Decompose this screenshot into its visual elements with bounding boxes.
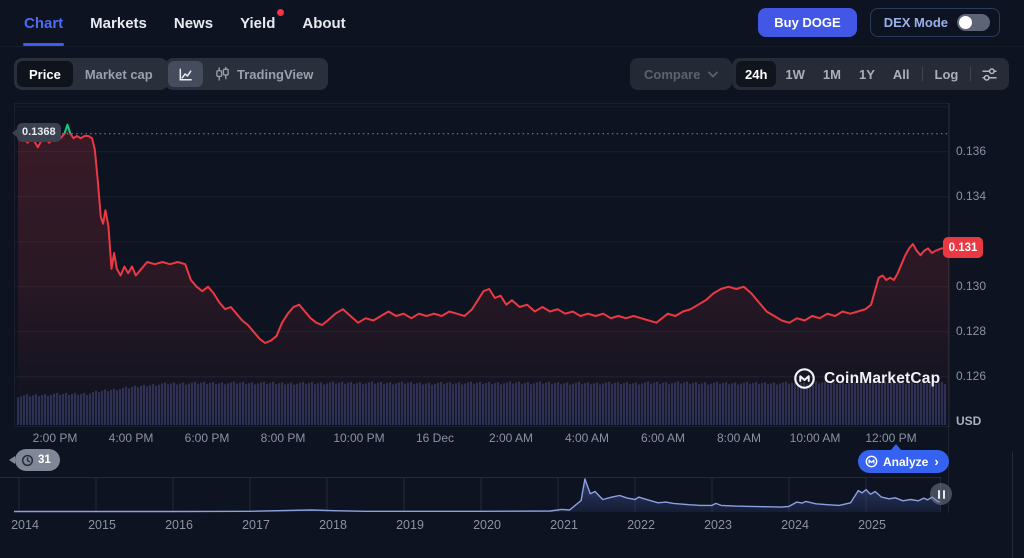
tab-yield[interactable]: Yield: [240, 0, 285, 46]
x-axis-label: 2:00 AM: [488, 431, 534, 445]
price-line-down: [17, 133, 949, 344]
x-axis-label: 4:00 AM: [564, 431, 610, 445]
range-24h[interactable]: 24h: [736, 61, 777, 87]
compare-button[interactable]: Compare: [630, 58, 733, 90]
chevron-right-icon: ›: [934, 454, 939, 469]
x-axis-label: 10:00 AM: [789, 431, 841, 445]
y-axis-label: 0.134: [956, 188, 987, 203]
chart-settings-button[interactable]: [974, 61, 1005, 87]
metric-segmented-control: Price Market cap: [14, 58, 168, 90]
price-area-fill: [18, 124, 949, 425]
line-chart-mode-button[interactable]: [168, 61, 203, 87]
tab-about-label: About: [302, 14, 346, 32]
separator: [970, 67, 972, 81]
axis-border: [948, 103, 949, 513]
timeline-year-label: 2022: [627, 518, 655, 532]
x-axis-label: 4:00 PM: [108, 431, 154, 445]
toggle-knob: [959, 16, 972, 29]
sliders-icon: [982, 67, 997, 81]
tab-about[interactable]: About: [302, 0, 345, 46]
timeline-year-label: 2021: [550, 518, 578, 532]
analyze-label: Analyze: [883, 454, 929, 469]
dex-mode-toggle[interactable]: [957, 14, 990, 31]
timeline-year-label: 2017: [242, 518, 270, 532]
chart-type-segmented-control: TradingView: [165, 58, 329, 90]
current-price-badge: 0.131: [943, 237, 983, 258]
nav-tabs: Chart Markets News Yield About: [22, 0, 346, 46]
timeline-year-label: 2025: [858, 518, 886, 532]
x-axis-label: 6:00 PM: [184, 431, 230, 445]
x-axis-label: 12:00 PM: [865, 431, 917, 445]
tab-chart-label: Chart: [24, 14, 64, 32]
price-chart-canvas[interactable]: [14, 103, 950, 427]
tab-markets-label: Markets: [90, 14, 147, 32]
timeline-year-label: 2024: [781, 518, 809, 532]
timeline-year-label: 2014: [11, 518, 39, 532]
range-1y[interactable]: 1Y: [858, 66, 875, 82]
log-scale-button[interactable]: Log: [934, 66, 959, 82]
x-axis-label: 16 Dec: [415, 431, 455, 445]
previous-close-badge: 0.1368: [12, 123, 61, 142]
analyze-button[interactable]: Analyze ›: [858, 444, 949, 473]
timeline-year-label: 2016: [165, 518, 193, 532]
price-tab[interactable]: Price: [17, 61, 73, 87]
timeline-year-label: 2020: [473, 518, 501, 532]
range-selector: 24h 1W 1M 1Y All Log: [732, 58, 1010, 90]
y-axis-unit: USD: [956, 414, 982, 428]
buy-doge-button[interactable]: Buy DOGE: [758, 8, 857, 37]
header-actions: Buy DOGE DEX Mode: [758, 8, 1000, 37]
compare-label: Compare: [644, 66, 701, 82]
timeline-year-label: 2023: [704, 518, 732, 532]
y-axis-label: 0.126: [956, 368, 987, 383]
separator: [921, 67, 923, 81]
chevron-down-icon: [708, 71, 719, 77]
tab-news-label: News: [173, 14, 214, 32]
tradingview-mode-button[interactable]: TradingView: [203, 61, 325, 87]
x-axis-label: 8:00 PM: [260, 431, 306, 445]
watermark-label: CoinMarketCap: [824, 369, 941, 387]
new-badge-dot: [277, 9, 285, 16]
tradingview-label: TradingView: [237, 66, 314, 82]
x-axis-label: 8:00 AM: [716, 431, 762, 445]
timeline-top-border: [0, 477, 941, 478]
tab-chart[interactable]: Chart: [22, 0, 65, 46]
coinmarketcap-watermark: CoinMarketCap: [793, 367, 940, 390]
analyze-logo-icon: [865, 455, 878, 468]
history-clock-icon: [21, 454, 34, 466]
y-axis-label: 0.130: [956, 278, 987, 293]
coinmarketcap-logo-icon: [794, 368, 815, 389]
range-1w[interactable]: 1W: [785, 66, 805, 82]
timeline-line: [14, 478, 941, 513]
top-nav: Chart Markets News Yield About Buy DOGE …: [0, 0, 1024, 47]
market-cap-tab[interactable]: Market cap: [84, 66, 153, 82]
timeline-year-label: 2018: [319, 518, 347, 532]
chart-toolbar: Price Market cap TradingView: [14, 58, 1010, 90]
tab-yield-label: Yield: [240, 14, 276, 32]
x-axis-label: 10:00 PM: [333, 431, 385, 445]
timeline-year-label: 2015: [88, 518, 116, 532]
panel-divider: [1012, 452, 1013, 558]
x-axis-label: 6:00 AM: [640, 431, 686, 445]
tab-news[interactable]: News: [174, 0, 213, 46]
line-chart-icon: [179, 68, 192, 80]
timeline-navigator[interactable]: [14, 478, 941, 513]
history-count: 31: [38, 454, 51, 466]
timeline-area-fill: [14, 479, 940, 512]
y-axis-label: 0.128: [956, 323, 987, 338]
dex-mode-control[interactable]: DEX Mode: [869, 8, 1000, 37]
price-chart-svg: [15, 106, 949, 425]
candlestick-icon: [216, 66, 229, 81]
range-all[interactable]: All: [892, 66, 910, 82]
history-count-pill[interactable]: 31: [9, 449, 60, 471]
timeline-drag-handle[interactable]: [930, 483, 952, 505]
timeline-year-label: 2019: [396, 518, 424, 532]
dex-mode-label: DEX Mode: [883, 15, 948, 30]
x-axis-label: 2:00 PM: [32, 431, 78, 445]
tab-markets[interactable]: Markets: [90, 0, 147, 46]
range-1m[interactable]: 1M: [822, 66, 841, 82]
y-axis-label: 0.136: [956, 143, 987, 158]
